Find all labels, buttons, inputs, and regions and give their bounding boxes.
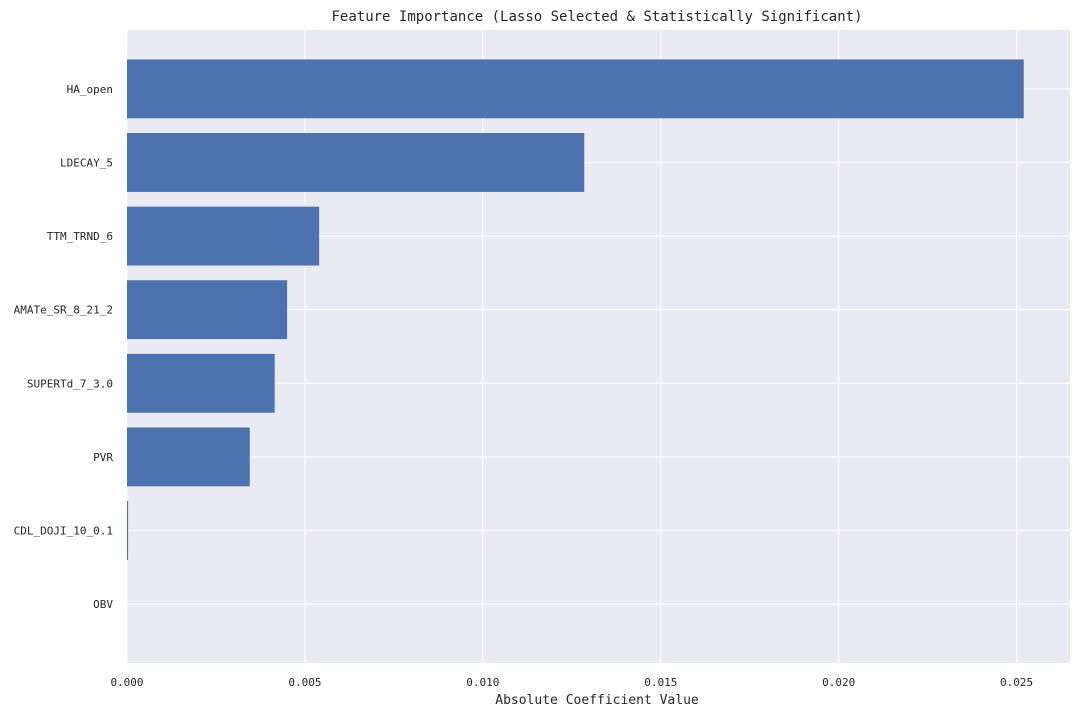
bar: [127, 427, 250, 487]
y-tick-label: AMATe_SR_8_21_2: [14, 304, 113, 317]
bars: [127, 59, 1024, 560]
y-tick-label: TTM_TRND_6: [47, 230, 113, 243]
x-axis-label: Absolute Coefficient Value: [495, 693, 699, 708]
x-tick-label: 0.020: [822, 676, 855, 689]
x-tick-label: 0.005: [288, 676, 321, 689]
y-tick-label: LDECAY_5: [60, 156, 113, 169]
bar: [127, 353, 275, 413]
plot-area: [127, 30, 1070, 663]
grid-lines: [126, 30, 1070, 663]
y-tick-label: SUPERTd_7_3.0: [27, 377, 113, 390]
y-tick-label: OBV: [93, 598, 113, 611]
x-tick-label: 0.015: [644, 676, 677, 689]
bar: [127, 280, 288, 340]
chart-title: Feature Importance (Lasso Selected & Sta…: [331, 9, 862, 25]
bar: [127, 59, 1024, 119]
x-tick-label: 0.025: [1000, 676, 1033, 689]
y-tick-label: HA_open: [67, 83, 113, 96]
bar: [127, 133, 585, 192]
bar: [127, 501, 129, 560]
y-tick-label: CDL_DOJI_10_0.1: [14, 525, 113, 538]
x-tick-label: 0.000: [110, 676, 143, 689]
x-tick-label: 0.010: [466, 676, 499, 689]
y-tick-labels: HA_open LDECAY_5 TTM_TRND_6 AMATe_SR_8_21_2…: [14, 83, 114, 611]
x-tick-labels: 0.000 0.005 0.010 0.015 0.020 0.025: [110, 676, 1033, 689]
bar: [127, 206, 320, 266]
y-tick-label: PVR: [93, 451, 113, 464]
